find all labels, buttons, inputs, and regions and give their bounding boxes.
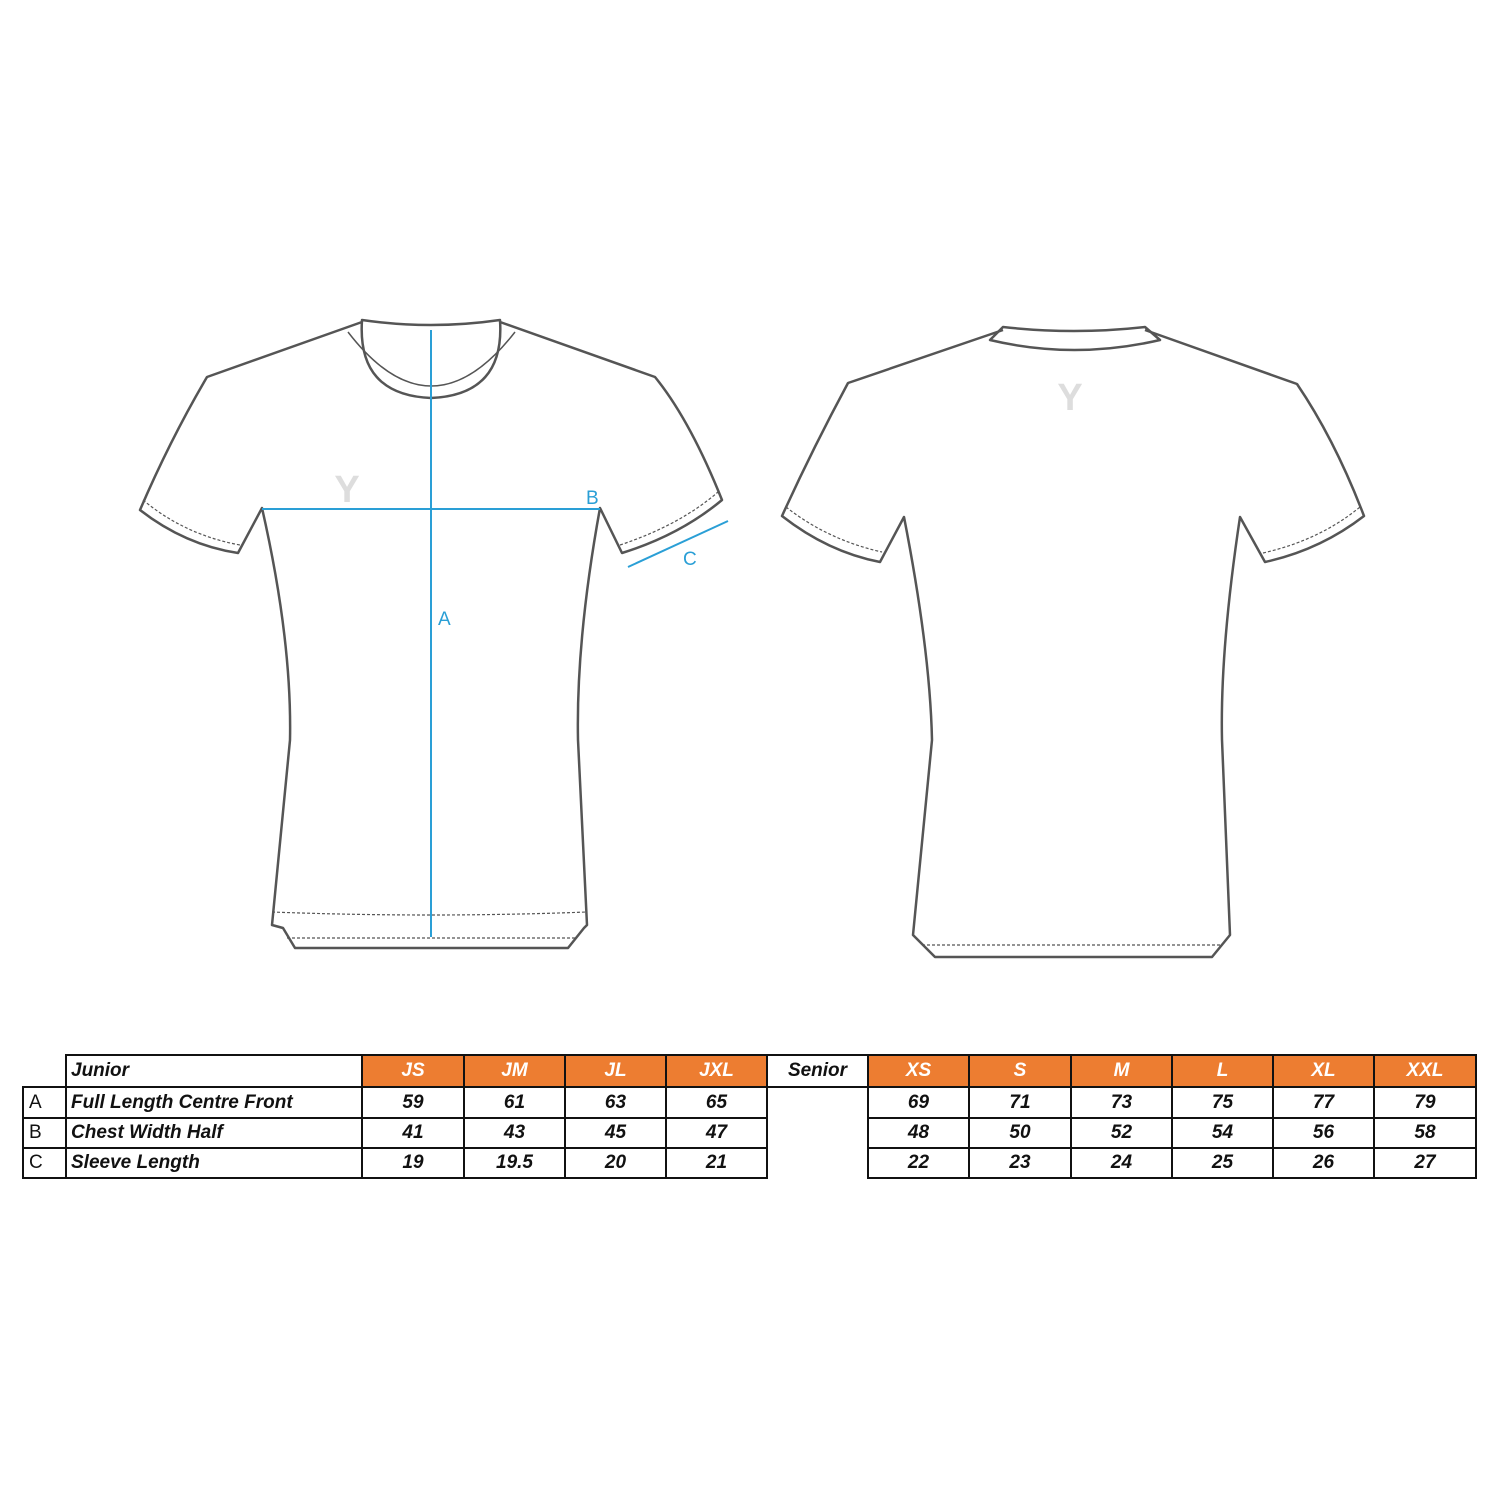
measurement-lines <box>262 330 729 937</box>
table-cell: 52 <box>1070 1117 1173 1149</box>
row-letter: B <box>22 1117 67 1149</box>
measure-label-a: A <box>438 609 451 630</box>
size-header: JL <box>564 1054 667 1088</box>
table-cell: 79 <box>1373 1086 1477 1119</box>
size-header: JS <box>361 1054 465 1088</box>
size-header: L <box>1171 1054 1274 1088</box>
table-cell: 71 <box>968 1086 1072 1119</box>
table-cell: 77 <box>1272 1086 1375 1119</box>
table-cell: 56 <box>1272 1117 1375 1149</box>
size-header: M <box>1070 1054 1173 1088</box>
table-cell: 65 <box>665 1086 768 1119</box>
table-cell: 23 <box>968 1147 1072 1179</box>
table-cell: 58 <box>1373 1117 1477 1149</box>
measure-label-b: B <box>586 488 599 509</box>
table-cell: 22 <box>867 1147 970 1179</box>
logo-back: Y <box>1057 377 1082 419</box>
table-cell: 69 <box>867 1086 970 1119</box>
table-cell: 45 <box>564 1117 667 1149</box>
table-cell: 61 <box>463 1086 566 1119</box>
size-header: S <box>968 1054 1072 1088</box>
row-label: Chest Width Half <box>65 1117 363 1149</box>
size-header: XL <box>1272 1054 1375 1088</box>
measure-label-c: C <box>683 549 697 570</box>
table-cell: 73 <box>1070 1086 1173 1119</box>
tshirt-diagram: Y A B C Y <box>138 318 1366 959</box>
table-cell: 41 <box>361 1117 465 1149</box>
table-cell: 19.5 <box>463 1147 566 1179</box>
table-cell: 59 <box>361 1086 465 1119</box>
table-cell: 25 <box>1171 1147 1274 1179</box>
row-label: Sleeve Length <box>65 1147 363 1179</box>
senior-title: Senior <box>766 1054 869 1088</box>
table-cell: 54 <box>1171 1117 1274 1149</box>
table-cell: 26 <box>1272 1147 1375 1179</box>
table-cell: 19 <box>361 1147 465 1179</box>
row-letter: C <box>22 1147 67 1179</box>
table-cell: 20 <box>564 1147 667 1179</box>
tshirt-front: Y <box>138 318 724 950</box>
size-header: XS <box>867 1054 970 1088</box>
table-cell: 21 <box>665 1147 768 1179</box>
table-cell: 27 <box>1373 1147 1477 1179</box>
size-header: XXL <box>1373 1054 1477 1088</box>
junior-title: Junior <box>65 1054 363 1088</box>
table-cell: 50 <box>968 1117 1072 1149</box>
table-cell: 48 <box>867 1117 970 1149</box>
logo-front: Y <box>334 469 359 511</box>
size-header: JM <box>463 1054 566 1088</box>
table-cell: 63 <box>564 1086 667 1119</box>
size-header: JXL <box>665 1054 768 1088</box>
row-letter: A <box>22 1086 67 1119</box>
tshirt-back: Y <box>780 325 1366 959</box>
row-label: Full Length Centre Front <box>65 1086 363 1119</box>
table-cell: 75 <box>1171 1086 1274 1119</box>
table-cell: 24 <box>1070 1147 1173 1179</box>
table-cell: 43 <box>463 1117 566 1149</box>
table-cell: 47 <box>665 1117 768 1149</box>
